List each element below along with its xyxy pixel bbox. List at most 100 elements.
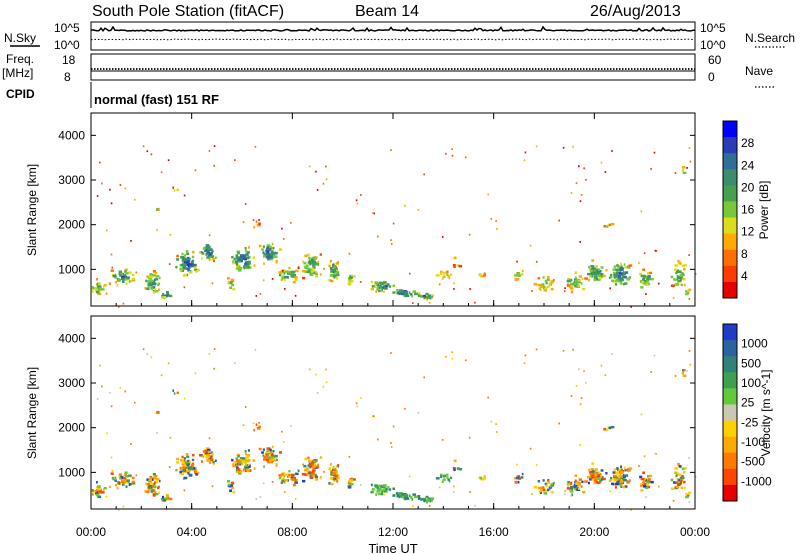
power-cell [330,259,332,262]
velocity-cell [521,472,524,476]
power-cell [149,273,153,276]
velocity-cell [120,480,125,484]
power-cell [96,195,99,197]
power-cell [124,187,127,190]
velocity-cell [675,486,680,489]
velocity-cell [390,352,392,354]
power-cell [390,243,393,245]
velocity-cell [483,475,486,478]
power-cell [329,260,332,264]
colorbar-segment [723,281,737,299]
power-cell [622,272,626,276]
velocity-cell [128,474,132,477]
velocity-cell [412,505,414,507]
power-cell [643,274,646,278]
power-cell [404,291,408,294]
velocity-cell [618,477,621,481]
y-tick-label: 4000 [58,128,85,142]
power-cell [97,282,101,286]
velocity-cell [404,496,408,499]
velocity-cell [206,453,209,456]
power-cell [423,296,426,300]
power-cell [118,270,123,273]
velocity-cell [639,475,643,479]
velocity-cell [312,469,316,472]
power-cell [152,291,156,294]
velocity-cell [390,442,392,444]
velocity-cell [241,457,246,460]
y-tick-label: 2000 [58,218,85,232]
power-cell [689,160,692,163]
velocity-cell [613,468,617,471]
power-cell [188,257,191,261]
power-cell [311,256,315,260]
power-cell [315,170,317,173]
velocity-cell [146,482,150,486]
power-cell [609,287,611,290]
velocity-cell [148,484,153,488]
velocity-cell [335,471,338,475]
velocity-cell [283,472,285,475]
velocity-cell [290,477,295,481]
power-cell [185,250,189,253]
velocity-cell [587,475,591,479]
velocity-cell [620,481,625,485]
power-cell [237,251,240,255]
colorbar-tick-label: 500 [741,356,761,370]
velocity-cell [622,470,625,473]
velocity-cell [588,481,590,485]
velocity-cell [91,493,94,496]
velocity-colorbar-label: Velocity [m s^-1] [759,370,773,457]
velocity-cell [622,485,626,489]
velocity-cell [647,485,651,489]
velocity-cell [176,461,179,464]
colorbar-segment [723,452,737,470]
power-cell [282,274,285,278]
power-cell [125,278,128,281]
velocity-cell [404,407,406,410]
power-cell [312,266,316,269]
velocity-cell [263,465,265,468]
velocity-cell [552,482,555,485]
power-cell [535,260,538,263]
power-cell [241,259,243,263]
velocity-cell [382,484,387,487]
power-cell [404,204,406,207]
velocity-cell [159,479,161,483]
power-cell [481,275,485,278]
power-cell [122,280,125,283]
power-cell [678,270,682,273]
velocity-cell [685,495,689,499]
velocity-cell [154,491,157,494]
velocity-cell [594,480,599,484]
velocity-cell [186,463,189,467]
power-cell [590,273,593,276]
velocity-cell [290,424,292,427]
velocity-cell [94,490,97,493]
power-cell [235,254,239,257]
velocity-cell [577,483,581,487]
power-cell [179,269,183,272]
velocity-cell [348,480,352,484]
velocity-cell [227,483,230,487]
power-cell [262,279,265,282]
power-cell [592,269,596,272]
power-cell [446,270,449,274]
power-cell [686,167,688,169]
power-cell [331,269,334,272]
velocity-cell [149,476,153,479]
power-cell [409,293,413,296]
power-cell [317,260,319,264]
velocity-cell [312,474,316,477]
power-cell [377,235,379,238]
velocity-cell [678,478,680,482]
velocity-cell [414,495,418,499]
velocity-cell [566,483,571,486]
x-tick-label: 00:00 [76,525,106,539]
velocity-cell [582,490,586,494]
velocity-cell [195,473,198,476]
velocity-cell [168,497,173,501]
power-cell [606,225,609,228]
power-cell [622,267,625,270]
velocity-cell [591,462,595,465]
